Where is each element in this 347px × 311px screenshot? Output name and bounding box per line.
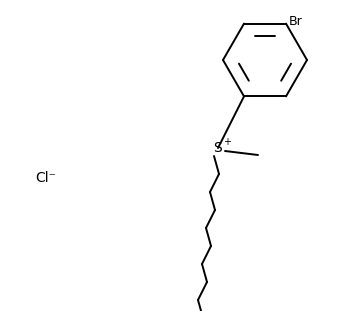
Text: Cl⁻: Cl⁻ — [35, 171, 56, 185]
Text: Br: Br — [289, 15, 303, 28]
Text: S: S — [214, 141, 222, 155]
Text: +: + — [223, 137, 231, 147]
